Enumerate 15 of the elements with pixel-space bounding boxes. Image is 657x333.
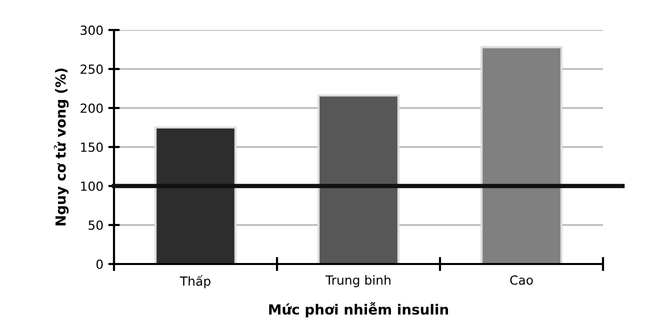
x-tick-label: Trung binh [325, 275, 390, 288]
x-axis-title: Mức phơi nhiễm insulin [269, 302, 448, 318]
bar [154, 126, 236, 264]
y-axis-title: Nguy cơ tử vong (%) [54, 68, 69, 226]
y-tick-label: 0 [96, 259, 103, 269]
x-tick-label: Cao [510, 275, 533, 285]
bar [318, 94, 400, 264]
y-tick-label: 100 [81, 181, 103, 191]
y-tick-label: 150 [81, 142, 103, 152]
y-tick-label: 250 [80, 64, 103, 74]
x-tick-label: Thấp [180, 275, 210, 288]
y-tick-label: 50 [88, 220, 103, 230]
y-tick-label: 300 [80, 25, 103, 35]
y-tick-label: 200 [80, 103, 103, 113]
bar [480, 46, 562, 264]
